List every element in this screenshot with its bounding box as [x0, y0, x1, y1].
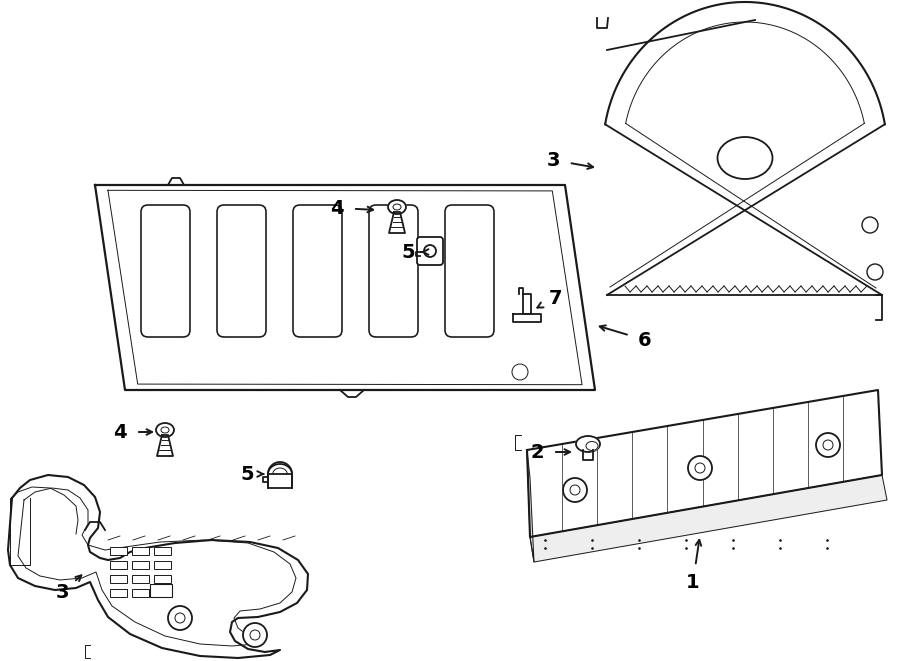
FancyBboxPatch shape [417, 237, 443, 265]
Bar [132, 547, 149, 555]
Polygon shape [527, 450, 534, 562]
Bar [154, 547, 171, 555]
Circle shape [563, 478, 587, 502]
Bar [154, 575, 171, 583]
Text: 3: 3 [55, 584, 68, 602]
Bar [150, 584, 172, 597]
Circle shape [512, 364, 528, 380]
Bar [154, 589, 171, 597]
Ellipse shape [586, 442, 598, 451]
Bar [132, 589, 149, 597]
Bar [132, 561, 149, 569]
Circle shape [862, 217, 878, 233]
Polygon shape [268, 474, 292, 488]
Polygon shape [8, 475, 308, 658]
Text: 5: 5 [401, 243, 415, 262]
Ellipse shape [388, 200, 406, 214]
Polygon shape [530, 475, 887, 562]
Polygon shape [513, 314, 541, 322]
Polygon shape [268, 462, 292, 474]
Circle shape [424, 245, 436, 257]
Text: 2: 2 [530, 442, 544, 461]
Polygon shape [523, 294, 531, 314]
Text: 3: 3 [546, 151, 560, 169]
Polygon shape [527, 390, 882, 537]
Polygon shape [389, 212, 405, 233]
Ellipse shape [717, 137, 772, 179]
Circle shape [816, 433, 840, 457]
Bar [110, 589, 127, 597]
Bar [132, 575, 149, 583]
Ellipse shape [576, 436, 600, 452]
Text: 7: 7 [548, 288, 562, 307]
Circle shape [168, 606, 192, 630]
Text: 4: 4 [113, 422, 127, 442]
Ellipse shape [156, 423, 174, 437]
Polygon shape [157, 435, 173, 456]
Circle shape [688, 456, 712, 480]
Bar [154, 561, 171, 569]
Text: 5: 5 [240, 465, 254, 483]
Ellipse shape [161, 427, 169, 433]
Ellipse shape [393, 204, 401, 210]
Circle shape [867, 264, 883, 280]
Polygon shape [95, 185, 595, 390]
Polygon shape [605, 2, 885, 295]
Text: 4: 4 [330, 198, 344, 217]
Bar [110, 547, 127, 555]
Bar [110, 561, 127, 569]
Bar [110, 575, 127, 583]
Text: 6: 6 [638, 330, 652, 350]
Text: 1: 1 [686, 572, 700, 592]
Circle shape [243, 623, 267, 647]
